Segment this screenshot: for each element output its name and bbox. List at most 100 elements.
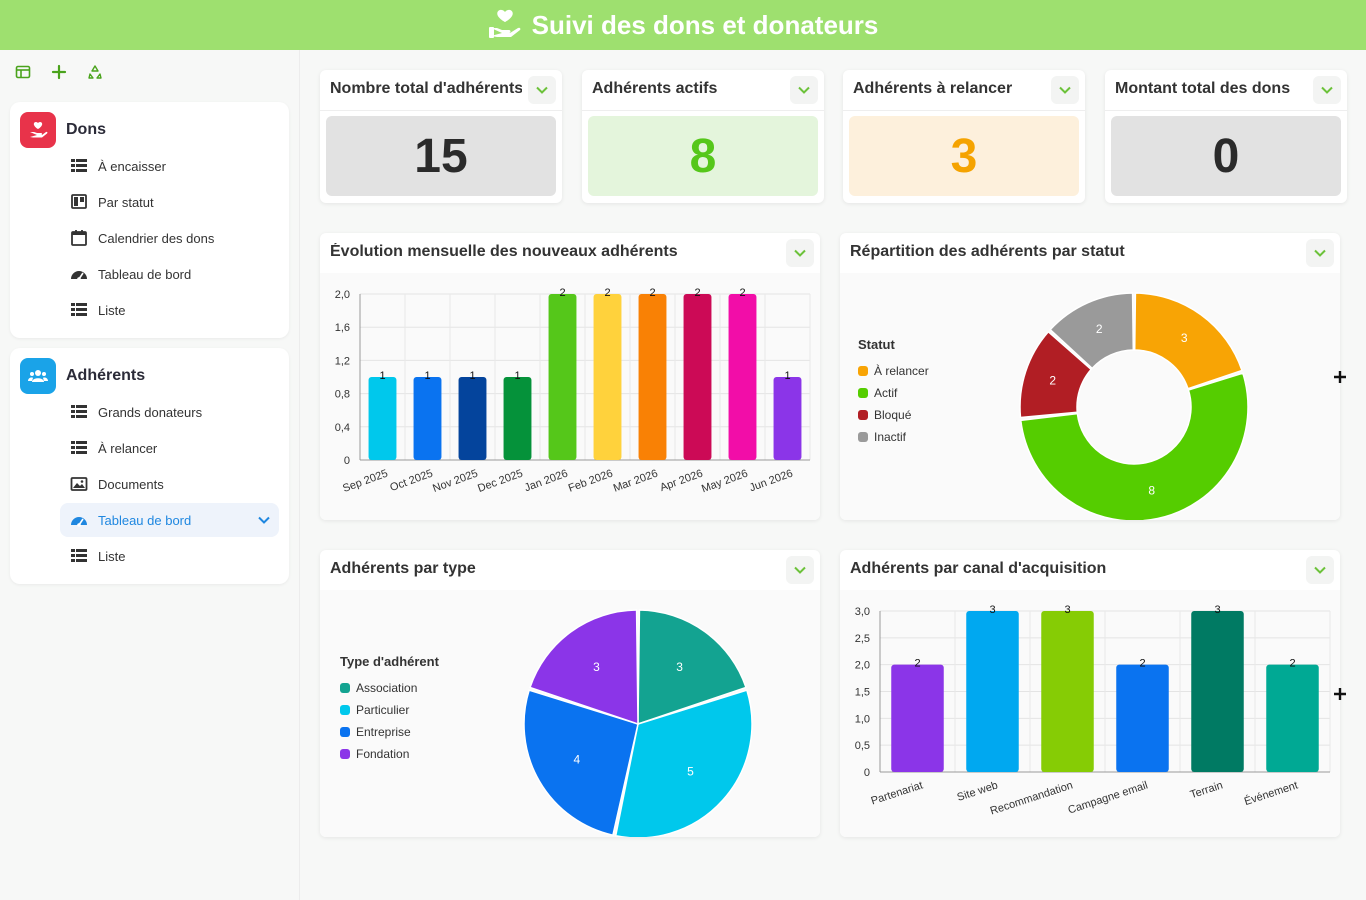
card-menu-button[interactable] bbox=[1313, 76, 1341, 104]
sidebar: Dons À encaisser Par statut Calendrier d… bbox=[0, 50, 300, 900]
slice-value-label: 5 bbox=[687, 764, 694, 778]
section-header-adherents[interactable]: Adhérents bbox=[20, 358, 145, 394]
card-divider bbox=[1105, 110, 1347, 111]
kpi-card-actifs: Adhérents actifs 8 bbox=[582, 70, 824, 203]
chevron-down-icon[interactable] bbox=[257, 513, 271, 527]
add-widget-button[interactable] bbox=[1328, 365, 1352, 389]
status-legend: Statut À relancer Actif Bloqué Inactif bbox=[858, 337, 929, 448]
card-title: Adhérents par canal d'acquisition bbox=[850, 560, 1107, 577]
bar[interactable] bbox=[1266, 664, 1319, 772]
sidebar-item-par-statut[interactable]: Par statut bbox=[60, 185, 279, 219]
sidebar-item-liste[interactable]: Liste bbox=[60, 539, 279, 573]
chevron-down-icon bbox=[1314, 249, 1326, 257]
sidebar-item-calendrier[interactable]: Calendrier des dons bbox=[60, 221, 279, 255]
card-menu-button[interactable] bbox=[786, 239, 814, 267]
legend-item[interactable]: Inactif bbox=[858, 426, 929, 448]
layout-icon bbox=[15, 65, 31, 79]
bar[interactable] bbox=[773, 377, 802, 460]
sidebar-item-label: Liste bbox=[98, 302, 126, 318]
pie-slice[interactable] bbox=[1019, 330, 1093, 419]
bar[interactable] bbox=[593, 294, 622, 460]
card-menu-button[interactable] bbox=[1051, 76, 1079, 104]
plus-icon bbox=[51, 64, 67, 80]
legend-item[interactable]: Particulier bbox=[340, 699, 439, 721]
chart-card-type: Adhérents par type Type d'adhérent Assoc… bbox=[320, 550, 820, 839]
recycle-icon bbox=[88, 65, 102, 79]
x-tick-label: Partenariat bbox=[870, 779, 925, 807]
bar[interactable] bbox=[891, 664, 944, 772]
bar[interactable] bbox=[1116, 664, 1169, 772]
card-menu-button[interactable] bbox=[790, 76, 818, 104]
legend-item[interactable]: Actif bbox=[858, 382, 929, 404]
bar[interactable] bbox=[413, 377, 442, 460]
x-tick-label: Événement bbox=[1242, 778, 1299, 808]
sidebar-item-tableau-de-bord-active[interactable]: Tableau de bord bbox=[60, 503, 279, 537]
sidebar-toolbar bbox=[10, 60, 108, 84]
pie-slice[interactable] bbox=[1019, 372, 1249, 522]
bar[interactable] bbox=[966, 611, 1019, 772]
sidebar-item-tableau-de-bord[interactable]: Tableau de bord bbox=[60, 257, 279, 291]
card-menu-button[interactable] bbox=[786, 556, 814, 584]
status-donut-chart: 3 8 2 2 bbox=[1019, 292, 1249, 522]
bar[interactable] bbox=[503, 377, 532, 460]
recycle-button[interactable] bbox=[82, 60, 108, 84]
pie-slice[interactable] bbox=[1133, 292, 1243, 390]
card-title: Évolution mensuelle des nouveaux adhéren… bbox=[330, 243, 678, 260]
x-tick-label: Mar 2026 bbox=[612, 468, 660, 495]
bar[interactable] bbox=[683, 294, 712, 460]
chart-card-monthly: Évolution mensuelle des nouveaux adhéren… bbox=[320, 233, 820, 520]
add-widget-button[interactable] bbox=[1328, 682, 1352, 706]
bar[interactable] bbox=[458, 377, 487, 460]
pie-slice[interactable] bbox=[637, 609, 747, 726]
sidebar-item-grands-donateurs[interactable]: Grands donateurs bbox=[60, 395, 279, 429]
sidebar-item-label: À relancer bbox=[98, 440, 158, 456]
legend-item[interactable]: À relancer bbox=[858, 360, 929, 382]
section-title: Adhérents bbox=[66, 367, 146, 384]
card-menu-button[interactable] bbox=[528, 76, 556, 104]
bar-value-label: 3 bbox=[1064, 604, 1070, 616]
pie-slice[interactable] bbox=[1049, 292, 1135, 370]
sidebar-item-a-relancer[interactable]: À relancer bbox=[60, 431, 279, 465]
bar[interactable] bbox=[1041, 611, 1094, 772]
legend-item[interactable]: Fondation bbox=[340, 743, 439, 765]
legend-swatch bbox=[340, 727, 350, 737]
x-tick-label: Terrain bbox=[1189, 779, 1225, 801]
acquisition-bar-chart: 0 0,5 1,0 1,5 2,0 2,5 3,0 2 Partenariat 3 Site web… bbox=[855, 604, 1331, 817]
toggle-sidebar-button[interactable] bbox=[10, 60, 36, 84]
bar[interactable] bbox=[548, 294, 577, 460]
legend-item[interactable]: Entreprise bbox=[340, 721, 439, 743]
bar[interactable] bbox=[368, 377, 397, 460]
y-tick-label: 0 bbox=[864, 767, 870, 779]
bar[interactable] bbox=[1191, 611, 1244, 772]
legend-swatch bbox=[858, 388, 868, 398]
kpi-card-total: Nombre total d'adhérents 15 bbox=[320, 70, 562, 203]
add-button[interactable] bbox=[46, 60, 72, 84]
x-tick-label: Jun 2026 bbox=[748, 468, 795, 495]
x-tick-label: Apr 2026 bbox=[658, 468, 704, 495]
bar[interactable] bbox=[638, 294, 667, 460]
card-menu-button[interactable] bbox=[1306, 239, 1334, 267]
legend-item[interactable]: Bloqué bbox=[858, 404, 929, 426]
legend-items: À relancer Actif Bloqué Inactif bbox=[858, 360, 929, 448]
section-header-dons[interactable]: Dons bbox=[20, 112, 106, 148]
legend-item[interactable]: Association bbox=[340, 677, 439, 699]
y-tick-label: 1,0 bbox=[855, 713, 870, 725]
pie-slice[interactable] bbox=[529, 609, 639, 726]
card-menu-button[interactable] bbox=[1306, 556, 1334, 584]
slice-value-label: 2 bbox=[1096, 322, 1103, 336]
sidebar-item-documents[interactable]: Documents bbox=[60, 467, 279, 501]
sidebar-item-label: Tableau de bord bbox=[98, 266, 192, 282]
table-icon bbox=[71, 303, 87, 316]
bar[interactable] bbox=[728, 294, 757, 460]
kpi-value: 15 bbox=[326, 116, 556, 196]
plus-icon bbox=[1334, 688, 1346, 700]
pie-slice[interactable] bbox=[523, 689, 639, 837]
kpi-value: 0 bbox=[1111, 116, 1341, 196]
legend-title: Statut bbox=[858, 337, 895, 352]
table-icon bbox=[71, 159, 87, 172]
chart-area: 0 0,4 0,8 1,2 1,6 2,0 1 Sep 2025 1 Oct 2025 1 Nov 2… bbox=[320, 273, 820, 520]
chevron-down-icon bbox=[1314, 566, 1326, 574]
sidebar-item-a-encaisser[interactable]: À encaisser bbox=[60, 149, 279, 183]
sidebar-item-liste[interactable]: Liste bbox=[60, 293, 279, 327]
sidebar-section-adherents: Adhérents Grands donateurs À relancer Do… bbox=[10, 348, 289, 584]
